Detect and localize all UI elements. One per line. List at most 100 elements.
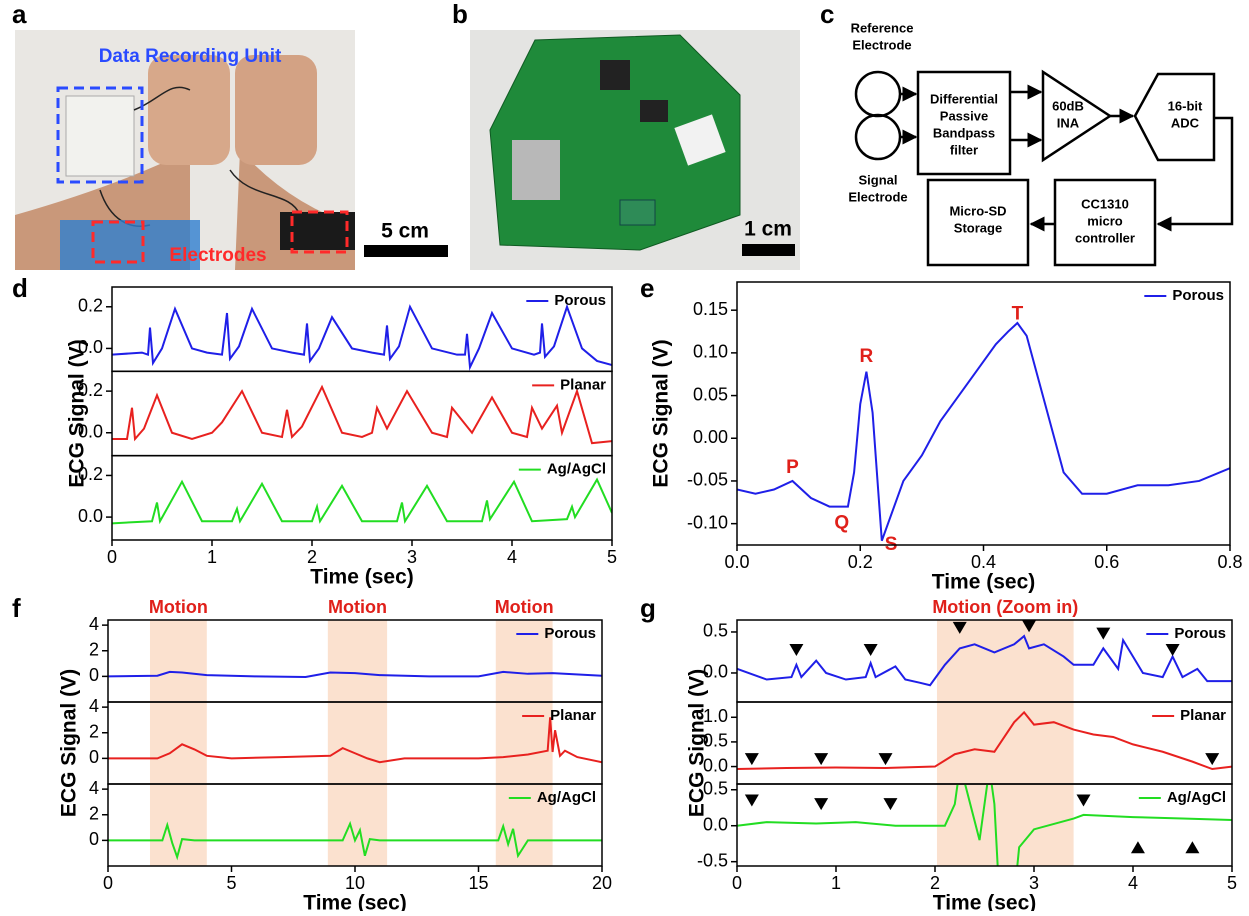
y-tick-label: 0.2 — [78, 296, 103, 316]
y-tick-label: 2 — [89, 804, 99, 824]
y-tick-label: 4 — [89, 778, 99, 798]
connector — [620, 200, 655, 225]
panel-label: a — [12, 0, 27, 29]
diagram-label: 16-bit — [1168, 98, 1203, 113]
span-label: Motion — [495, 597, 554, 617]
y-tick-label: 0.5 — [703, 621, 728, 641]
y-tick-label: 2 — [89, 722, 99, 742]
fist — [148, 55, 230, 165]
x-axis-label: Time (sec) — [933, 892, 1037, 911]
x-tick-label: 0 — [732, 873, 742, 893]
x-tick-label: 0.2 — [848, 552, 873, 572]
y-tick-label: -0.5 — [697, 850, 728, 870]
diagram-label: Electrode — [848, 189, 907, 204]
x-tick-label: 5 — [226, 873, 236, 893]
y-axis-label: ECG Signal (V) — [66, 339, 89, 487]
x-tick-label: 0 — [107, 547, 117, 567]
diagram-label: micro — [1087, 213, 1122, 228]
diagram-label: Bandpass — [933, 125, 995, 140]
panel-label: f — [12, 593, 21, 623]
x-tick-label: 0.4 — [971, 552, 996, 572]
photo-b: 1 cm — [470, 30, 800, 270]
legend-label: Porous — [1172, 287, 1224, 304]
diagram-label: controller — [1075, 230, 1135, 245]
y-tick-label: -0.05 — [687, 470, 728, 490]
diagram-label: 60dB — [1052, 98, 1084, 113]
motion-span — [150, 620, 207, 866]
x-tick-label: 5 — [607, 547, 617, 567]
legend-label: Ag/AgCl — [547, 461, 606, 478]
y-tick-label: 0.15 — [693, 299, 728, 319]
x-axis-label: Time (sec) — [310, 566, 414, 589]
x-tick-label: 15 — [468, 873, 488, 893]
wave-label: T — [1012, 303, 1024, 324]
legend-label: Porous — [544, 625, 596, 642]
x-tick-label: 2 — [930, 873, 940, 893]
diagram-label: Micro-SD — [949, 203, 1006, 218]
photo-title: Data Recording Unit — [99, 46, 282, 67]
y-tick-label: 0 — [89, 665, 99, 685]
x-axis-label: Time (sec) — [932, 571, 1036, 594]
motion-span — [328, 620, 387, 866]
legend-label: Porous — [554, 292, 606, 309]
panel-label: g — [640, 593, 656, 623]
diagram-label: Storage — [954, 220, 1002, 235]
panel-label: c — [820, 0, 834, 29]
y-axis-label: ECG Signal (V) — [686, 669, 709, 817]
legend-label: Ag/AgCl — [537, 789, 596, 806]
x-tick-label: 0.0 — [724, 552, 749, 572]
y-tick-label: 0.00 — [693, 427, 728, 447]
diagram-label: INA — [1057, 115, 1080, 130]
y-tick-label: 2 — [89, 640, 99, 660]
span-label: Motion — [149, 597, 208, 617]
scale-bar — [742, 244, 795, 256]
y-tick-label: 0.0 — [78, 506, 103, 526]
x-tick-label: 20 — [592, 873, 612, 893]
wave-label: P — [786, 457, 799, 478]
y-tick-label: 4 — [89, 614, 99, 634]
diagram-label: filter — [950, 142, 978, 157]
x-tick-label: 0.6 — [1094, 552, 1119, 572]
chip — [600, 60, 630, 90]
sd-slot — [512, 140, 560, 200]
scale-bar — [364, 245, 448, 257]
legend-label: Planar — [560, 376, 606, 393]
x-tick-label: 1 — [831, 873, 841, 893]
motion-span — [937, 620, 1074, 866]
y-tick-label: 0 — [89, 829, 99, 849]
legend-label: Porous — [1174, 625, 1226, 642]
wave-label: R — [860, 346, 874, 367]
y-axis-label: ECG Signal (V) — [58, 669, 81, 817]
y-tick-label: 0.05 — [693, 384, 728, 404]
y-tick-label: 0.10 — [693, 342, 728, 362]
x-tick-label: 2 — [307, 547, 317, 567]
wave-label: Q — [834, 513, 849, 534]
span-label: Motion — [328, 597, 387, 617]
legend-label: Planar — [550, 707, 596, 724]
x-tick-label: 1 — [207, 547, 217, 567]
panel-label: e — [640, 273, 654, 303]
legend-label: Ag/AgCl — [1167, 789, 1226, 806]
diagram-label: Signal — [858, 172, 897, 187]
diagram-label: Electrode — [852, 37, 911, 52]
x-tick-label: 5 — [1227, 873, 1237, 893]
diagram-label: Reference — [851, 20, 914, 35]
y-tick-label: 0 — [89, 747, 99, 767]
figure: Data Recording Unit Electrodes 5 cm 1 cm — [0, 0, 1249, 911]
y-tick-label: -0.10 — [687, 512, 728, 532]
diagram-label: Differential — [930, 91, 998, 106]
diagram-label: CC1310 — [1081, 196, 1129, 211]
x-axis-label: Time (sec) — [303, 892, 407, 911]
panel-label: d — [12, 273, 28, 303]
x-tick-label: 4 — [1128, 873, 1138, 893]
y-tick-label: 4 — [89, 696, 99, 716]
scale-label: 1 cm — [744, 218, 792, 241]
span-label: Motion (Zoom in) — [932, 597, 1078, 617]
photo-label: Electrodes — [169, 245, 266, 266]
x-tick-label: 10 — [345, 873, 365, 893]
y-axis-label: ECG Signal (V) — [650, 339, 673, 487]
x-tick-label: 0.8 — [1217, 552, 1242, 572]
chip — [640, 100, 668, 122]
diagram-label: ADC — [1171, 115, 1200, 130]
device — [66, 96, 134, 176]
